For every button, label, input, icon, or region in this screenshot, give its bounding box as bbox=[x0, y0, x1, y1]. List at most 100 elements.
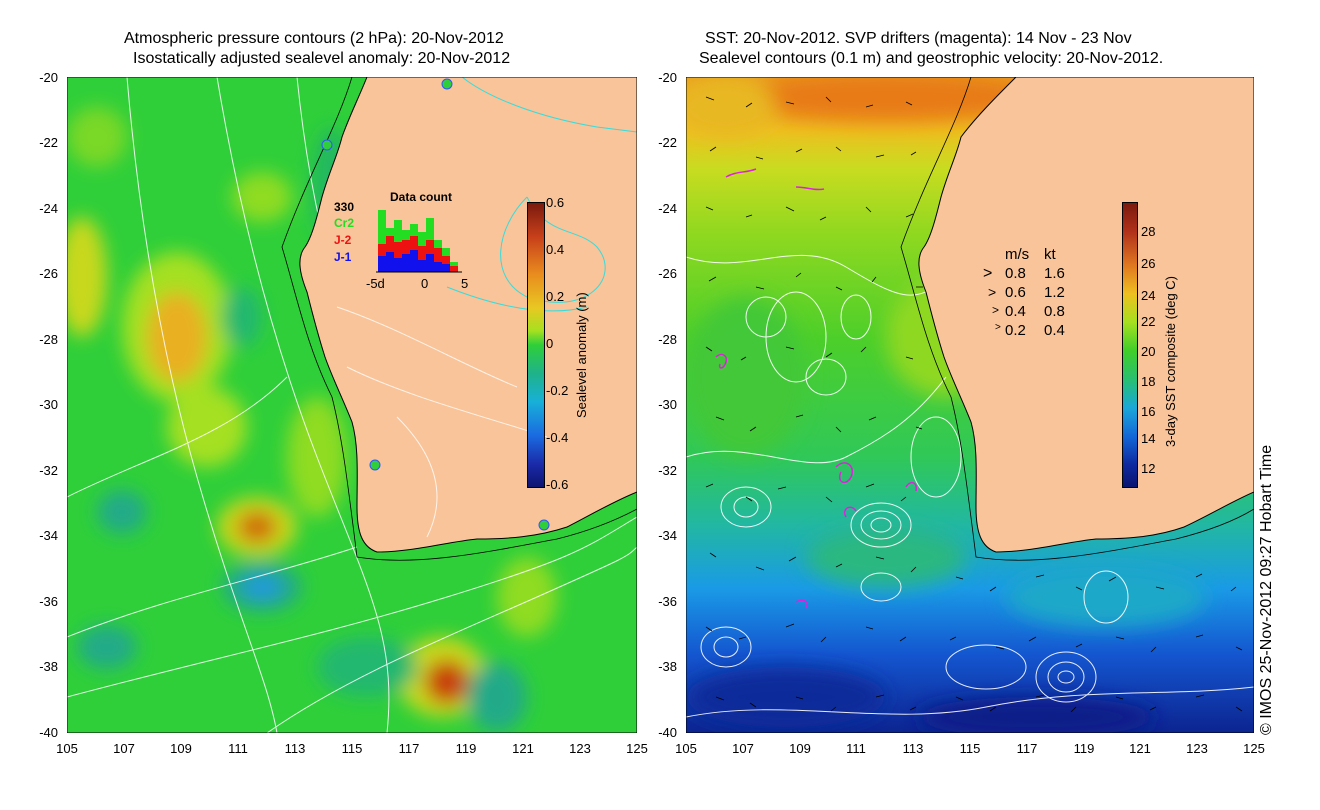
tide-gauge-marker bbox=[369, 459, 381, 471]
velocity-legend-ms: 0.4 bbox=[1005, 303, 1026, 320]
tide-gauge-marker bbox=[538, 519, 550, 531]
right-xtick: 125 bbox=[1243, 741, 1265, 756]
right-xtick: 109 bbox=[789, 741, 811, 756]
right-ytick: -28 bbox=[658, 332, 677, 347]
right-xtick: 107 bbox=[732, 741, 754, 756]
right-ytick: -30 bbox=[658, 397, 677, 412]
left-colorbar-title: Sealevel anomaly (m) bbox=[574, 292, 589, 418]
tide-gauge-marker bbox=[441, 78, 453, 90]
left-title-line1: Atmospheric pressure contours (2 hPa): 2… bbox=[124, 30, 504, 47]
velocity-legend-kt: 1.2 bbox=[1044, 284, 1065, 301]
data-count-xtick: -5d bbox=[366, 276, 385, 291]
velocity-arrow-icon: > bbox=[983, 265, 993, 282]
right-title-line2: Sealevel contours (0.1 m) and geostrophi… bbox=[699, 50, 1164, 67]
left-ytick: -20 bbox=[39, 70, 58, 85]
velocity-arrow-icon: > bbox=[995, 322, 1001, 333]
right-xtick: 111 bbox=[846, 741, 866, 756]
velocity-legend-header-ms: m/s bbox=[1005, 246, 1030, 263]
right-ytick: -26 bbox=[658, 266, 677, 281]
right-colorbar-tick: 14 bbox=[1141, 431, 1156, 446]
right-colorbar-tick: 12 bbox=[1141, 461, 1156, 476]
left-xtick: 121 bbox=[512, 741, 534, 756]
left-ytick: -38 bbox=[39, 659, 58, 674]
right-xtick: 105 bbox=[675, 741, 697, 756]
left-ytick: -26 bbox=[39, 266, 58, 281]
left-ytick: -30 bbox=[39, 397, 58, 412]
data-count-xtick: 0 bbox=[421, 276, 429, 291]
left-xtick: 125 bbox=[626, 741, 648, 756]
left-colorbar-tick: 0.2 bbox=[546, 289, 565, 304]
right-xtick: 119 bbox=[1073, 741, 1095, 756]
left-xtick: 119 bbox=[455, 741, 477, 756]
velocity-legend-kt: 0.4 bbox=[1044, 322, 1065, 339]
data-count-inset: Data count 330 Cr2 J-2 J-1 -5d 0 5 bbox=[330, 190, 470, 300]
right-colorbar-tick: 26 bbox=[1141, 256, 1156, 271]
tide-gauge-marker bbox=[321, 139, 333, 151]
left-map-svg bbox=[67, 77, 637, 733]
left-ytick: -24 bbox=[39, 201, 58, 216]
right-xtick: 113 bbox=[902, 741, 924, 756]
data-count-chart bbox=[376, 210, 462, 273]
right-ytick: -24 bbox=[658, 201, 677, 216]
right-colorbar-tick: 16 bbox=[1141, 404, 1156, 419]
left-colorbar-tick: -0.6 bbox=[546, 477, 569, 492]
right-ytick: -20 bbox=[658, 70, 677, 85]
legend-j1: J-1 bbox=[334, 250, 352, 264]
left-xtick: 115 bbox=[341, 741, 363, 756]
velocity-legend-kt: 0.8 bbox=[1044, 303, 1065, 320]
left-ytick: -34 bbox=[39, 528, 58, 543]
left-xtick: 109 bbox=[170, 741, 192, 756]
left-xtick: 105 bbox=[56, 741, 78, 756]
right-drifter-tracks bbox=[715, 168, 918, 609]
right-map-svg bbox=[686, 77, 1254, 733]
right-ytick: -34 bbox=[658, 528, 677, 543]
right-colorbar-tick: 18 bbox=[1141, 374, 1156, 389]
left-xtick: 117 bbox=[398, 741, 420, 756]
velocity-arrow-icon: > bbox=[988, 284, 997, 300]
right-colorbar-tick: 28 bbox=[1141, 224, 1156, 239]
right-colorbar-tick: 22 bbox=[1141, 314, 1156, 329]
left-xtick: 111 bbox=[228, 741, 248, 756]
left-ytick: -32 bbox=[39, 463, 58, 478]
right-colorbar-tick: 20 bbox=[1141, 344, 1156, 359]
left-title-line2: Isostatically adjusted sealevel anomaly:… bbox=[133, 50, 511, 67]
legend-cr2: Cr2 bbox=[334, 216, 355, 230]
right-ytick: -36 bbox=[658, 594, 677, 609]
velocity-legend-header-kt: kt bbox=[1044, 246, 1056, 263]
data-count-max: 330 bbox=[334, 200, 355, 214]
velocity-legend: m/s kt > 0.8 1.6 > 0.6 1.2 > 0.4 0.8 > 0… bbox=[980, 246, 1090, 346]
right-colorbar bbox=[1122, 202, 1138, 488]
left-colorbar-tick: 0 bbox=[546, 336, 554, 351]
left-land-contours bbox=[336, 306, 548, 538]
right-ytick: -38 bbox=[658, 659, 677, 674]
left-ytick: -28 bbox=[39, 332, 58, 347]
right-map bbox=[686, 77, 1254, 733]
right-colorbar-tick: 24 bbox=[1141, 288, 1156, 303]
left-cyan-contours bbox=[446, 77, 637, 312]
right-shelf-line bbox=[900, 77, 1254, 561]
right-colorbar-title: 3-day SST composite (deg C) bbox=[1163, 276, 1178, 447]
velocity-legend-kt: 1.6 bbox=[1044, 265, 1065, 282]
velocity-legend-ms: 0.8 bbox=[1005, 265, 1026, 282]
left-xtick: 123 bbox=[569, 741, 591, 756]
right-title-line1: SST: 20-Nov-2012. SVP drifters (magenta)… bbox=[705, 30, 1132, 47]
right-xtick: 117 bbox=[1016, 741, 1038, 756]
right-velocity-arrows bbox=[705, 96, 1243, 713]
left-colorbar-tick: 0.4 bbox=[546, 242, 565, 257]
right-land bbox=[918, 77, 1254, 553]
velocity-legend-ms: 0.6 bbox=[1005, 284, 1026, 301]
left-xtick: 113 bbox=[284, 741, 306, 756]
velocity-arrow-icon: > bbox=[992, 303, 1000, 317]
left-xtick: 107 bbox=[113, 741, 135, 756]
left-colorbar-tick: -0.4 bbox=[546, 430, 569, 445]
left-ytick: -40 bbox=[39, 725, 58, 740]
left-land bbox=[299, 77, 637, 553]
right-ytick: -22 bbox=[658, 135, 677, 150]
left-colorbar-tick: 0.6 bbox=[546, 195, 565, 210]
copyright-text: © IMOS 25-Nov-2012 09:27 Hobart Time bbox=[1258, 444, 1275, 735]
right-xtick: 115 bbox=[959, 741, 981, 756]
legend-j2: J-2 bbox=[334, 233, 352, 247]
data-count-xtick: 5 bbox=[461, 276, 469, 291]
right-ytick: -32 bbox=[658, 463, 677, 478]
right-sst-features bbox=[686, 77, 1206, 733]
